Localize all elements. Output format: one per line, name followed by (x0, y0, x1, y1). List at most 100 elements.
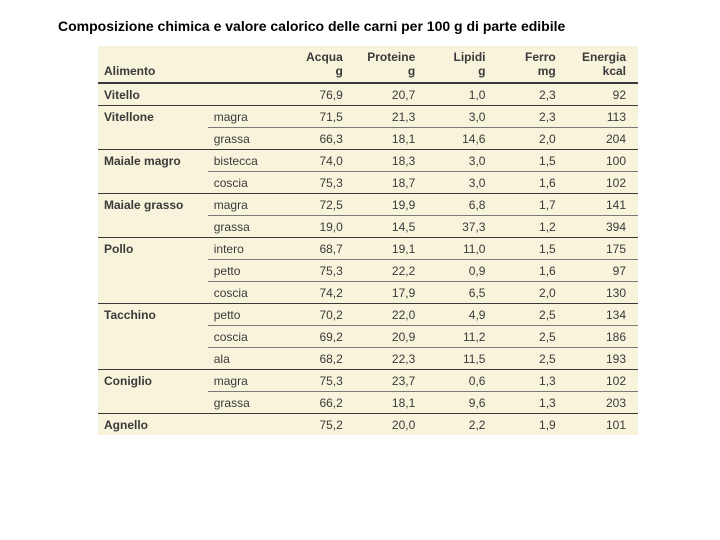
value-cell: 2,0 (497, 282, 567, 304)
value-cell: 193 (568, 348, 638, 370)
subtype-cell: coscia (208, 326, 285, 348)
value-cell: 74,0 (285, 150, 355, 172)
value-cell: 22,0 (355, 304, 427, 326)
value-cell: 102 (568, 370, 638, 392)
page-title: Composizione chimica e valore calorico d… (58, 18, 670, 34)
subtype-cell: intero (208, 238, 285, 260)
value-cell: 20,0 (355, 414, 427, 436)
food-cell: Coniglio (98, 370, 208, 392)
table-row: coscia75,318,73,01,6102 (98, 172, 638, 194)
value-cell: 134 (568, 304, 638, 326)
value-cell: 22,2 (355, 260, 427, 282)
value-cell: 19,9 (355, 194, 427, 216)
value-cell: 0,9 (427, 260, 497, 282)
value-cell: 68,7 (285, 238, 355, 260)
table-row: grassa66,318,114,62,0204 (98, 128, 638, 150)
value-cell: 74,2 (285, 282, 355, 304)
value-cell: 1,7 (497, 194, 567, 216)
composition-table: Alimento Acquag Proteineg Lipidig Ferrom… (98, 46, 638, 435)
food-cell (98, 260, 208, 282)
value-cell: 100 (568, 150, 638, 172)
value-cell: 22,3 (355, 348, 427, 370)
value-cell: 1,3 (497, 392, 567, 414)
value-cell: 2,3 (497, 106, 567, 128)
value-cell: 130 (568, 282, 638, 304)
value-cell: 21,3 (355, 106, 427, 128)
value-cell: 1,3 (497, 370, 567, 392)
value-cell: 9,6 (427, 392, 497, 414)
value-cell: 1,6 (497, 172, 567, 194)
food-cell: Tacchino (98, 304, 208, 326)
subtype-cell: bistecca (208, 150, 285, 172)
value-cell: 17,9 (355, 282, 427, 304)
food-cell: Vitello (98, 83, 208, 106)
value-cell: 75,3 (285, 370, 355, 392)
value-cell: 3,0 (427, 172, 497, 194)
value-cell: 2,3 (497, 83, 567, 106)
value-cell: 11,2 (427, 326, 497, 348)
value-cell: 20,7 (355, 83, 427, 106)
header-lipidi: Lipidig (427, 46, 497, 83)
table-row: Vitellonemagra71,521,33,02,3113 (98, 106, 638, 128)
value-cell: 75,2 (285, 414, 355, 436)
table-row: Vitello76,920,71,02,392 (98, 83, 638, 106)
food-cell: Maiale magro (98, 150, 208, 172)
value-cell: 18,1 (355, 392, 427, 414)
header-acqua: Acquag (285, 46, 355, 83)
food-cell: Agnello (98, 414, 208, 436)
value-cell: 97 (568, 260, 638, 282)
value-cell: 1,5 (497, 150, 567, 172)
food-cell (98, 348, 208, 370)
subtype-cell: petto (208, 260, 285, 282)
value-cell: 186 (568, 326, 638, 348)
value-cell: 6,8 (427, 194, 497, 216)
value-cell: 2,0 (497, 128, 567, 150)
table-row: ala68,222,311,52,5193 (98, 348, 638, 370)
value-cell: 1,2 (497, 216, 567, 238)
value-cell: 66,3 (285, 128, 355, 150)
value-cell: 101 (568, 414, 638, 436)
value-cell: 141 (568, 194, 638, 216)
value-cell: 71,5 (285, 106, 355, 128)
value-cell: 68,2 (285, 348, 355, 370)
value-cell: 204 (568, 128, 638, 150)
food-cell (98, 172, 208, 194)
value-cell: 102 (568, 172, 638, 194)
value-cell: 14,5 (355, 216, 427, 238)
value-cell: 2,5 (497, 348, 567, 370)
value-cell: 175 (568, 238, 638, 260)
value-cell: 66,2 (285, 392, 355, 414)
value-cell: 18,3 (355, 150, 427, 172)
value-cell: 2,5 (497, 304, 567, 326)
value-cell: 3,0 (427, 106, 497, 128)
value-cell: 1,0 (427, 83, 497, 106)
table-row: petto75,322,20,91,697 (98, 260, 638, 282)
value-cell: 203 (568, 392, 638, 414)
value-cell: 11,0 (427, 238, 497, 260)
food-cell: Maiale grasso (98, 194, 208, 216)
food-cell (98, 128, 208, 150)
subtype-cell: grassa (208, 216, 285, 238)
food-cell (98, 326, 208, 348)
subtype-cell: grassa (208, 392, 285, 414)
table-row: coscia69,220,911,22,5186 (98, 326, 638, 348)
subtype-cell: magra (208, 194, 285, 216)
value-cell: 394 (568, 216, 638, 238)
header-energia: Energiakcal (568, 46, 638, 83)
value-cell: 3,0 (427, 150, 497, 172)
value-cell: 18,1 (355, 128, 427, 150)
header-proteine: Proteineg (355, 46, 427, 83)
table-row: coscia74,217,96,52,0130 (98, 282, 638, 304)
subtype-cell: magra (208, 106, 285, 128)
value-cell: 4,9 (427, 304, 497, 326)
table-row: grassa66,218,19,61,3203 (98, 392, 638, 414)
value-cell: 37,3 (427, 216, 497, 238)
value-cell: 23,7 (355, 370, 427, 392)
value-cell: 92 (568, 83, 638, 106)
value-cell: 11,5 (427, 348, 497, 370)
value-cell: 0,6 (427, 370, 497, 392)
value-cell: 75,3 (285, 172, 355, 194)
table-row: Maiale grassomagra72,519,96,81,7141 (98, 194, 638, 216)
subtype-cell: magra (208, 370, 285, 392)
subtype-cell: petto (208, 304, 285, 326)
